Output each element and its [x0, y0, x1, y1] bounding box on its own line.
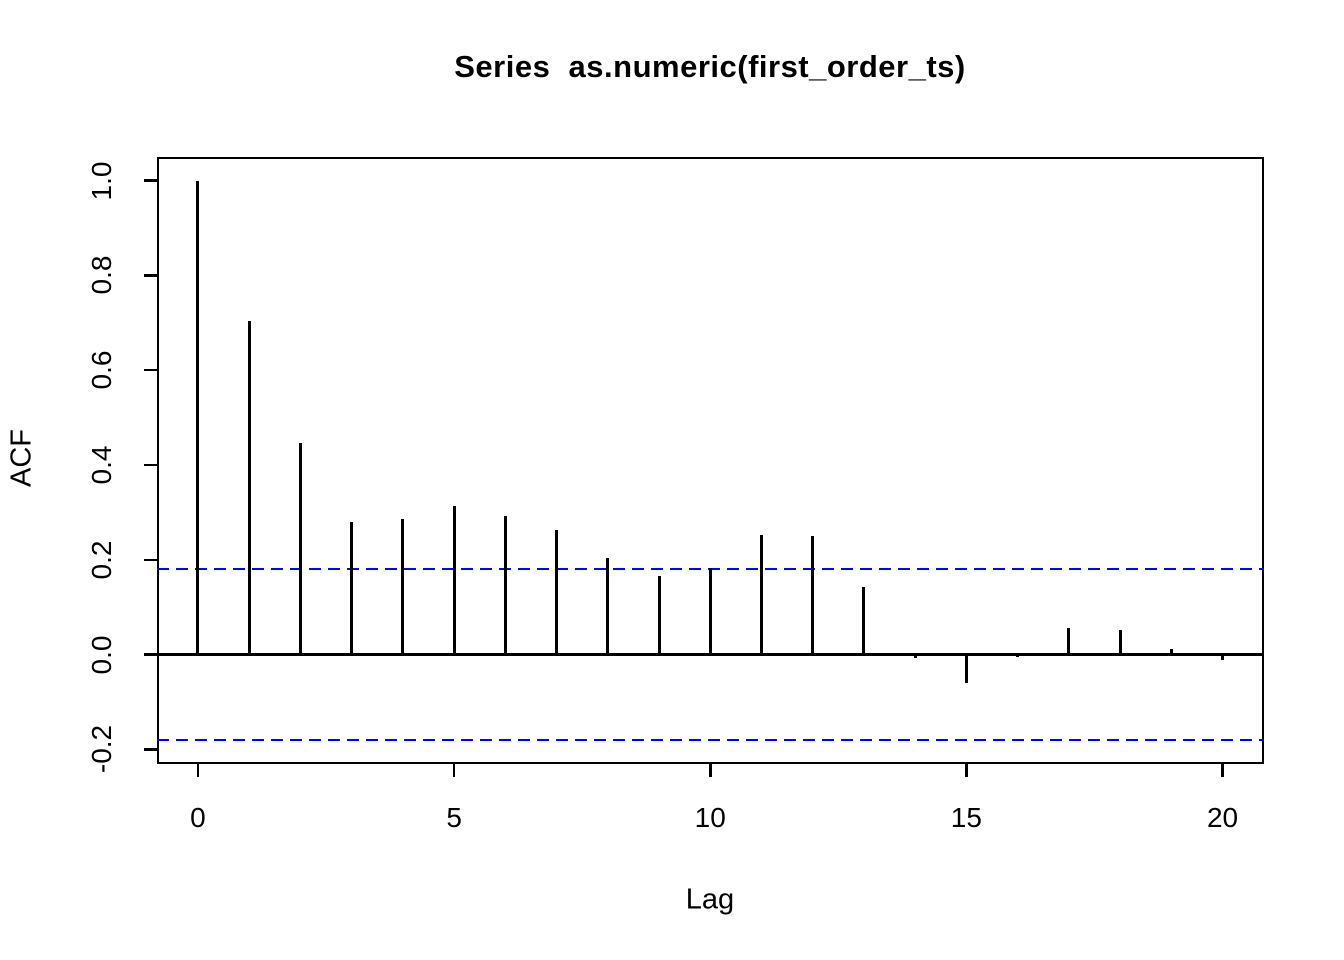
acf-bar-lag-9 — [657, 575, 661, 655]
acf-bar-lag-10 — [708, 567, 712, 655]
acf-bar-lag-14 — [913, 654, 917, 658]
chart-title: Series as.numeric(first_order_ts) — [454, 49, 966, 84]
x-tick-label: 0 — [190, 802, 206, 833]
confidence-line-lower — [157, 738, 1264, 742]
y-tick — [144, 179, 157, 182]
acf-bar-lag-15 — [964, 654, 968, 683]
acf-bar-lag-2 — [298, 442, 302, 655]
zero-line — [157, 653, 1264, 656]
acf-bar-lag-8 — [606, 557, 610, 655]
y-tick — [144, 463, 157, 467]
acf-bar-lag-16 — [1016, 654, 1020, 657]
acf-bar-lag-13 — [862, 587, 866, 655]
x-tick-label: 5 — [446, 802, 462, 833]
acf-bar-lag-12 — [811, 536, 815, 655]
acf-bar-lag-18 — [1118, 630, 1122, 655]
x-tick — [965, 763, 968, 777]
acf-bar-lag-19 — [1169, 649, 1173, 655]
acf-bar-lag-11 — [759, 535, 763, 655]
x-tick — [709, 763, 712, 777]
y-tick-label: 0.0 — [86, 635, 117, 674]
y-tick-label: 1.0 — [86, 161, 117, 201]
acf-bar-lag-6 — [503, 516, 507, 655]
y-tick — [144, 748, 157, 751]
y-tick — [144, 274, 157, 277]
acf-bar-lag-0 — [196, 180, 200, 655]
y-tick — [144, 558, 157, 561]
acf-bar-lag-4 — [401, 518, 405, 655]
plot-box — [157, 157, 1264, 764]
y-tick-label: 0.6 — [86, 350, 117, 390]
acf-bar-lag-20 — [1221, 654, 1225, 661]
y-tick — [144, 368, 157, 372]
acf-bar-lag-5 — [452, 506, 456, 655]
x-axis-label: Lag — [685, 883, 735, 916]
y-tick-label: 0.8 — [86, 255, 117, 295]
y-tick-label: 0.2 — [86, 540, 117, 580]
y-tick — [144, 653, 157, 656]
acf-bar-lag-17 — [1067, 627, 1071, 655]
acf-bar-lag-1 — [247, 321, 251, 655]
acf-bar-lag-3 — [350, 522, 354, 655]
x-tick-label: 20 — [1206, 802, 1239, 833]
x-tick — [1221, 763, 1224, 777]
x-tick-label: 15 — [950, 802, 982, 833]
y-tick-label: 0.4 — [86, 445, 117, 485]
x-tick — [452, 763, 456, 777]
x-tick-label: 10 — [694, 802, 726, 833]
acf-bar-lag-7 — [555, 529, 559, 655]
y-tick-label: -0.2 — [86, 725, 117, 774]
x-tick — [196, 763, 200, 777]
